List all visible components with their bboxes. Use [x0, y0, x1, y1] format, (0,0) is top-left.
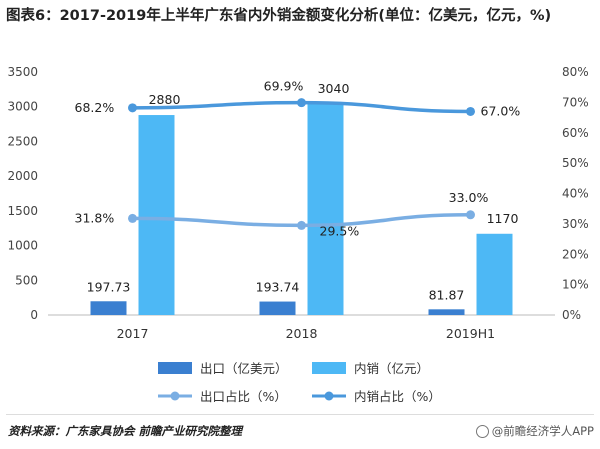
right-axis-tick-label: 20% [562, 247, 589, 261]
legend: 出口（亿美元） 内销（亿元） 出口占比（%） 内销占比（%） [158, 361, 441, 404]
left-axis-ticks: 0 500 1000 1500 2000 2500 3000 3500 [7, 65, 38, 322]
domestic-ratio-label: 67.0% [481, 103, 521, 118]
right-axis-tick-label: 50% [562, 156, 589, 170]
export-ratio-label: 31.8% [75, 210, 115, 225]
right-axis-tick-label: 60% [562, 126, 589, 140]
left-axis-tick-label: 2000 [7, 169, 38, 183]
domestic-ratio-point [297, 98, 306, 108]
export-ratio-label: 33.0% [449, 190, 489, 205]
left-axis-tick-label: 2500 [7, 134, 38, 148]
bar-marks: 197.73 2880 193.74 3040 81.87 1170 [87, 81, 519, 316]
legend-label: 出口（亿美元） [200, 361, 288, 376]
right-axis-ticks: 0% 10% 20% 30% 40% 50% 60% 70% 80% [562, 65, 589, 322]
domestic-bar [307, 103, 344, 316]
export-ratio-point [128, 213, 137, 223]
export-bar [259, 301, 296, 315]
legend-label: 内销占比（%） [354, 389, 441, 404]
export-bar-label: 81.87 [429, 287, 465, 302]
right-axis-tick-label: 0% [562, 308, 581, 322]
export-ratio-point [466, 210, 475, 220]
legend-marker [170, 391, 180, 401]
left-axis-tick-label: 1000 [7, 239, 38, 253]
export-bar [428, 309, 465, 315]
domestic-bar-label: 1170 [487, 211, 519, 226]
left-axis-tick-label: 500 [15, 273, 38, 287]
right-axis-tick-label: 30% [562, 217, 589, 231]
legend-swatch [158, 362, 192, 374]
x-axis-tick-label: 2019H1 [446, 326, 495, 341]
export-ratio-label: 29.5% [320, 223, 360, 238]
domestic-ratio-label: 68.2% [75, 100, 115, 115]
line-marks: 31.8% 29.5% 33.0% 68.2% 69.9% 67.0% [75, 79, 521, 239]
left-axis-tick-label: 0 [30, 308, 38, 322]
domestic-ratio-point [128, 103, 137, 113]
domestic-bar [138, 115, 175, 315]
legend-label: 内销（亿元） [354, 361, 429, 376]
export-bar-label: 193.74 [256, 280, 300, 295]
right-axis-tick-label: 80% [562, 65, 589, 79]
left-axis-tick-label: 1500 [7, 204, 38, 218]
domestic-ratio-label: 69.9% [264, 79, 304, 94]
watermark-text: @前瞻经济学人APP [491, 424, 594, 438]
domestic-bar-label: 3040 [318, 81, 350, 96]
chart-title: 图表6：2017-2019年上半年广东省内外销金额变化分析(单位：亿美元，亿元，… [6, 8, 552, 24]
export-ratio-point [297, 220, 306, 230]
legend-swatch [312, 362, 346, 374]
legend-label: 出口占比（%） [200, 389, 287, 404]
left-axis-tick-label: 3000 [7, 100, 38, 114]
watermark: @前瞻经济学人APP [475, 423, 594, 439]
legend-marker [324, 391, 334, 401]
export-bar-label: 197.73 [87, 279, 131, 294]
brand-logo-icon [475, 424, 489, 438]
x-axis-tick-label: 2017 [117, 326, 149, 341]
left-axis-tick-label: 3500 [7, 65, 38, 79]
x-axis-labels: 2017 2018 2019H1 [117, 326, 495, 341]
domestic-ratio-point [466, 106, 475, 116]
export-bar [90, 301, 127, 315]
x-axis-tick-label: 2018 [286, 326, 318, 341]
domestic-bar [476, 233, 513, 315]
source-note: 资料来源：广东家具协会 前瞻产业研究院整理 [8, 424, 243, 438]
divider [6, 414, 594, 415]
right-axis-tick-label: 40% [562, 187, 589, 201]
right-axis-tick-label: 10% [562, 278, 589, 292]
domestic-bar-label: 2880 [149, 92, 181, 107]
right-axis-tick-label: 70% [562, 95, 589, 109]
